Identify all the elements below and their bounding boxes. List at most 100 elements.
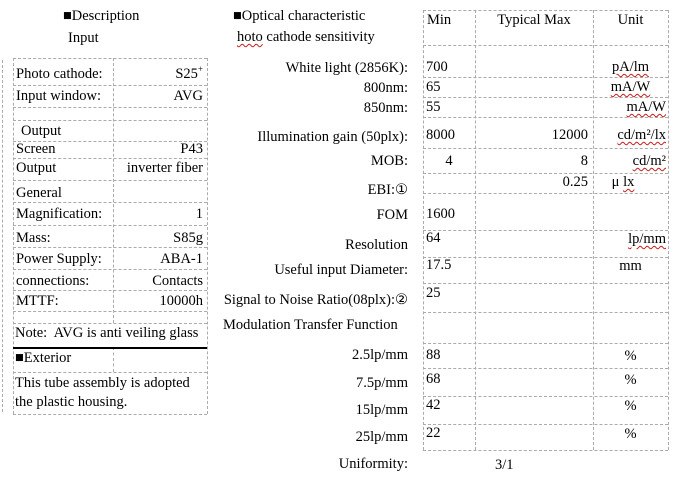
optical-table-line [423,343,668,344]
left-table-border-left [13,58,14,414]
left-table-column-divider-exterior [113,347,114,372]
optical-table-line [423,148,668,149]
optical-table-line [423,45,668,46]
note-solid-rule [13,347,207,349]
screen-value: P43 [180,141,203,157]
exterior-text: This tube assembly is adopted the plasti… [15,375,190,410]
input-window-label: Input window: [16,88,101,104]
unit-800nm: mA/W [610,79,651,95]
connections-value: Contacts [152,273,203,289]
param-label-signal-to-noise: Signal to Noise Ratio(08plx):② [223,292,408,308]
optical-table-line [423,257,668,258]
min-800nm: 65 [426,79,441,95]
general-section-header: General [16,185,62,201]
param-label-mtf-25: 25lp/mm [355,429,408,445]
unit-mtf-25: % [624,426,637,442]
note-text: Note: AVG is anti veiling glass [15,325,199,341]
param-label-mtf-15: 15lp/mm [355,402,408,418]
photo-cathode-label: Photo cathode: [16,66,103,82]
optical-table-line [423,10,668,11]
left-table-line [13,85,207,86]
input-window-value: AVG [173,88,203,104]
left-table-line [13,323,207,324]
connections-label: connections: [16,273,90,289]
power-supply-label: Power Supply: [16,251,102,267]
left-table-line [13,414,207,415]
left-table-line [13,225,207,226]
min-850nm: 55 [426,99,441,115]
mass-value: S85g [173,230,203,246]
min-white-light: 700 [426,59,448,75]
optical-table-line [423,368,668,369]
left-table-line [13,180,207,181]
unit-mtf-2.5: % [624,348,637,364]
param-label-resolution: Resolution [345,237,408,253]
max-ebi: 0.25 [562,174,588,190]
left-table-line [13,372,207,373]
unit-illumination-gain: cd/m²/lx [617,127,666,143]
optical-table-line [423,77,668,78]
optical-characteristic-header: ■Optical characteristic [233,8,366,24]
param-label-illumination-gain: Illumination gain (50plx): [257,129,408,145]
optical-table-border-right [668,10,669,450]
param-label-800nm: 800nm: [363,80,408,96]
unit-mtf-7.5: % [624,372,637,388]
optical-table-line [423,193,668,194]
param-label-useful-input-diameter: Useful input Diameter: [274,262,408,278]
min-mtf-15: 42 [426,397,441,413]
min-mtf-7.5: 68 [426,371,441,387]
min-mtf-25: 22 [426,425,441,441]
optical-table-line [423,173,668,174]
unit-mob: cd/m² [632,153,666,169]
param-label-ebi: EBI:① [367,182,408,198]
left-table-line [13,158,207,159]
optical-table-line [423,117,668,118]
optical-table-line [423,396,668,397]
screen-label: Screen [16,141,56,157]
photocathode-sensitivity-subheader: hoto cathode sensitivity [237,29,375,45]
optical-table-line [423,450,668,451]
max-mob: 8 [580,153,588,169]
output-label: Output [16,160,57,176]
column-header-unit: Unit [617,12,644,28]
magnification-label: Magnification: [16,206,103,222]
param-label-850nm: 850nm: [363,100,408,116]
mass-label: Mass: [16,230,51,246]
unit-ebi: μ lx [611,174,635,190]
min-illumination-gain: 8000 [426,127,455,143]
unit-white-light: pA/lm [611,59,650,75]
unit-850nm: mA/W [626,99,666,115]
min-resolution: 64 [426,230,441,246]
page-margin-line [2,60,3,412]
param-label-mtf: Modulation Transfer Function [223,317,398,333]
misspelled-word: hoto [237,29,263,45]
mttf-label: MTTF: [16,293,59,309]
photo-cathode-value: S25+ [175,64,203,82]
min-useful-input-diameter: 17.5 [426,257,452,273]
param-label-mob: MOB: [370,153,408,169]
min-mob: 4 [445,153,453,169]
left-table-line [13,290,207,291]
optical-table-line [423,312,668,313]
output-section-header: Output [21,123,62,139]
left-table-column-divider [113,58,114,323]
optical-table-line [423,424,668,425]
param-label-white-light: White light (2856K): [285,60,408,76]
optical-table-line [423,230,668,231]
left-table-border-right [207,58,208,414]
unit-resolution: lp/mm [628,231,666,247]
min-mtf-2.5: 88 [426,347,441,363]
left-table-line [13,269,207,270]
description-header: ■Description [63,8,140,24]
mttf-value: 10000h [159,293,204,309]
magnification-value: 1 [195,206,203,222]
optical-table-line [423,97,668,98]
column-header-typical-max: Typical Max [497,12,571,28]
unit-mtf-15: % [624,398,637,414]
min-fom: 1600 [426,206,455,222]
optical-table-line [423,283,668,284]
param-label-mtf-2.5: 2.5lp/mm [352,347,408,363]
power-supply-value: ABA-1 [160,251,203,267]
left-table-line [13,247,207,248]
